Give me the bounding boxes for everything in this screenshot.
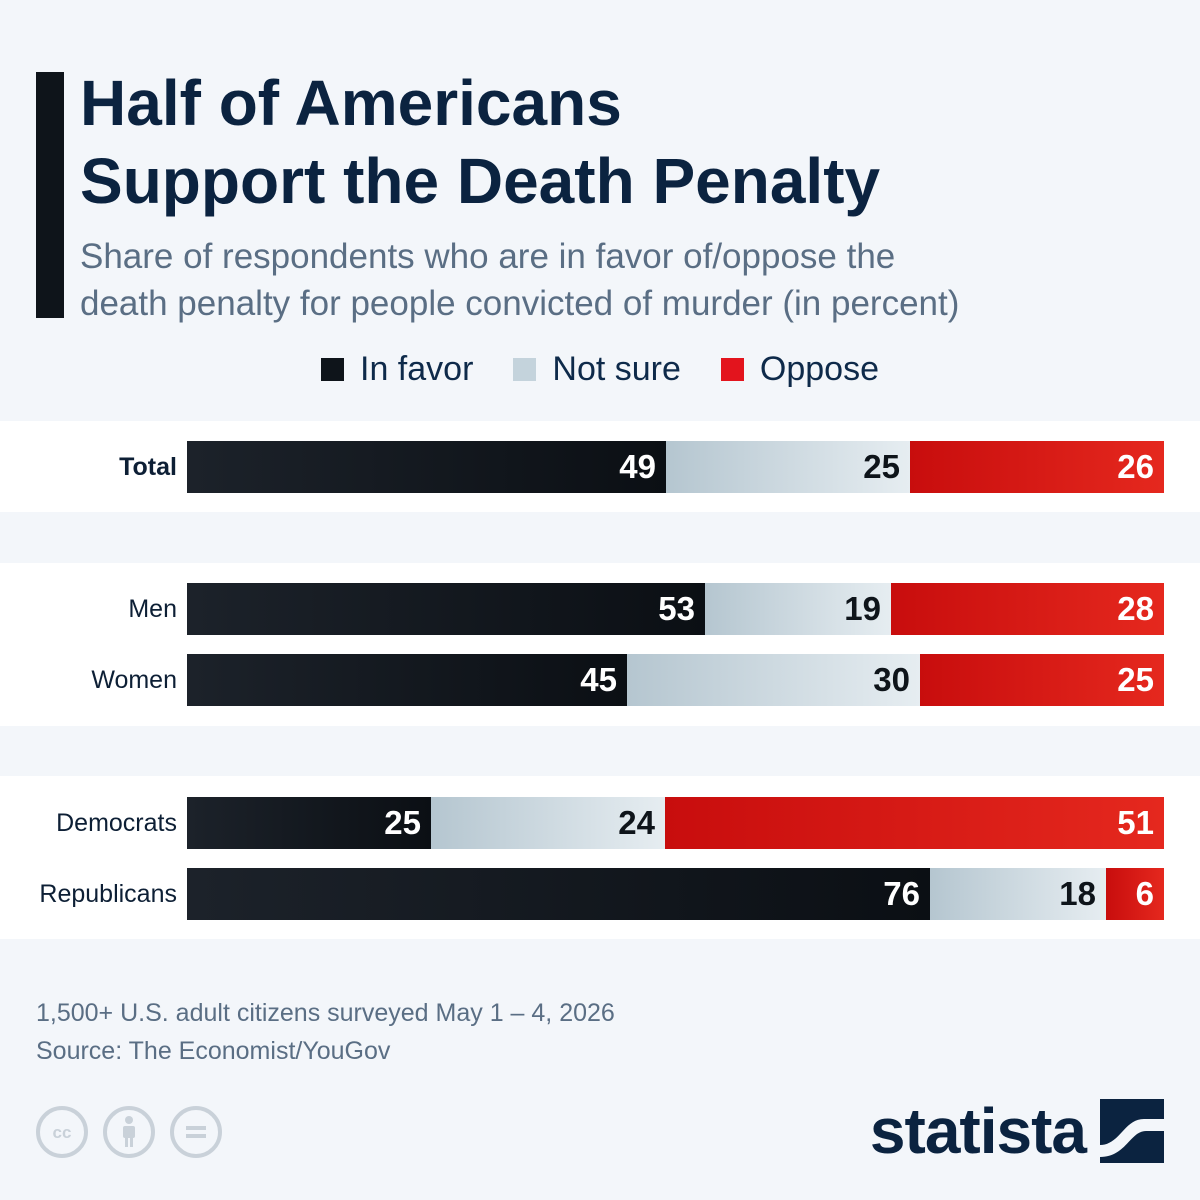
bar-segment-oppose-total: 26 [910, 441, 1164, 493]
statista-mark-icon [1100, 1099, 1164, 1163]
bar-segment-in-favor-democrats: 25 [187, 797, 431, 849]
data-label-not-sure-republicans: 18 [1059, 875, 1096, 912]
svg-text:cc: cc [53, 1123, 72, 1142]
data-label-not-sure-total: 25 [863, 448, 900, 485]
legend-swatch-oppose [720, 357, 744, 381]
bar-segment-not-sure-total: 25 [666, 441, 910, 493]
chart-title: Half of Americans Support the Death Pena… [80, 64, 1160, 220]
no-derivatives-icon [170, 1106, 222, 1158]
bar-segment-in-favor-women: 45 [187, 654, 627, 706]
row-label-democrats: Democrats [56, 809, 177, 837]
data-label-oppose-total: 26 [1117, 448, 1154, 485]
bar-segment-not-sure-men: 19 [705, 583, 891, 635]
license-icons: cc [36, 1106, 222, 1158]
bar-row-women: 45 30 25 [187, 654, 1164, 706]
bar-row-democrats: 25 24 51 [187, 797, 1164, 849]
legend-swatch-not-sure [513, 357, 537, 381]
data-label-not-sure-democrats: 24 [618, 804, 655, 841]
chart-subtitle: Share of respondents who are in favor of… [80, 233, 1170, 327]
data-label-in-favor-republicans: 76 [883, 875, 920, 912]
row-label-republicans: Republicans [39, 880, 177, 908]
cc-icon: cc [36, 1106, 88, 1158]
subtitle-line-2: death penalty for people convicted of mu… [80, 284, 960, 323]
data-label-oppose-women: 25 [1117, 661, 1154, 698]
row-label-men: Men [128, 595, 177, 623]
legend-label-not-sure: Not sure [552, 349, 681, 388]
chart-legend: In favor Not sure Oppose [0, 347, 1200, 391]
data-label-not-sure-men: 19 [844, 590, 881, 627]
bar-segment-oppose-democrats: 51 [665, 797, 1164, 849]
bar-segment-oppose-republicans: 6 [1106, 868, 1164, 920]
legend-label-in-favor: In favor [360, 349, 474, 388]
row-label-women: Women [91, 666, 177, 694]
brand-name: statista [869, 1095, 1087, 1167]
title-line-2: Support the Death Penalty [80, 145, 881, 217]
data-label-not-sure-women: 30 [873, 661, 910, 698]
bar-segment-in-favor-republicans: 76 [187, 868, 930, 920]
bar-segment-oppose-men: 28 [891, 583, 1164, 635]
bar-segment-not-sure-republicans: 18 [930, 868, 1106, 920]
data-label-in-favor-women: 45 [580, 661, 617, 698]
bar-segment-oppose-women: 25 [920, 654, 1164, 706]
bar-segment-in-favor-total: 49 [187, 441, 666, 493]
title-accent-bar [36, 72, 64, 318]
data-label-oppose-democrats: 51 [1117, 804, 1154, 841]
subtitle-line-1: Share of respondents who are in favor of… [80, 237, 896, 276]
statista-logo: statista [870, 1096, 1164, 1166]
bar-segment-not-sure-women: 30 [627, 654, 920, 706]
bar-row-men: 53 19 28 [187, 583, 1164, 635]
legend-item-not-sure: Not sure [513, 350, 681, 389]
legend-item-in-favor: In favor [321, 350, 473, 389]
data-label-in-favor-democrats: 25 [384, 804, 421, 841]
title-line-1: Half of Americans [80, 67, 622, 139]
bar-segment-in-favor-men: 53 [187, 583, 705, 635]
data-label-oppose-republicans: 6 [1135, 875, 1154, 912]
row-label-total: Total [119, 453, 177, 481]
legend-label-oppose: Oppose [759, 349, 879, 388]
data-label-in-favor-total: 49 [619, 448, 656, 485]
bar-row-republicans: 76 18 6 [187, 868, 1164, 920]
data-label-oppose-men: 28 [1117, 590, 1154, 627]
bar-row-total: 49 25 26 [187, 441, 1164, 493]
legend-item-oppose: Oppose [720, 349, 879, 389]
survey-note: 1,500+ U.S. adult citizens surveyed May … [36, 999, 615, 1027]
legend-swatch-in-favor [321, 357, 344, 381]
source-note: Source: The Economist/YouGov [36, 1037, 391, 1065]
data-label-in-favor-men: 53 [658, 590, 695, 627]
bar-segment-not-sure-democrats: 24 [431, 797, 665, 849]
attribution-icon [103, 1106, 155, 1158]
